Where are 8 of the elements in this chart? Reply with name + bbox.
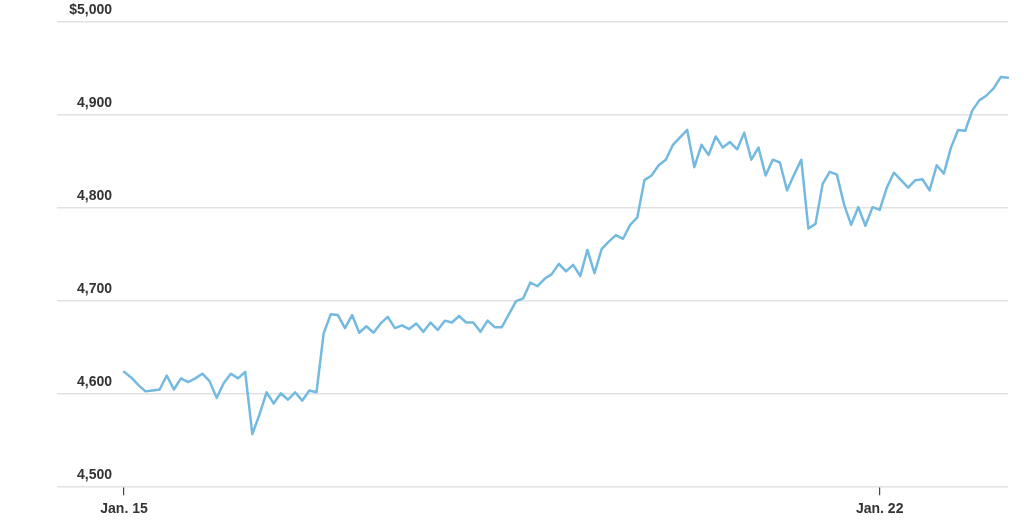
x-tick-label: Jan. 22	[855, 500, 904, 517]
y-tick-label: $5,000	[69, 0, 113, 17]
y-tick-label: 4,900	[76, 93, 113, 110]
y-tick-label: 4,600	[76, 373, 113, 390]
x-tick-label: Jan. 15	[100, 500, 148, 517]
y-tick-label: 4,500	[76, 466, 113, 483]
y-tick-label: 4,700	[76, 279, 113, 296]
y-tick-label: 4,800	[76, 186, 113, 203]
